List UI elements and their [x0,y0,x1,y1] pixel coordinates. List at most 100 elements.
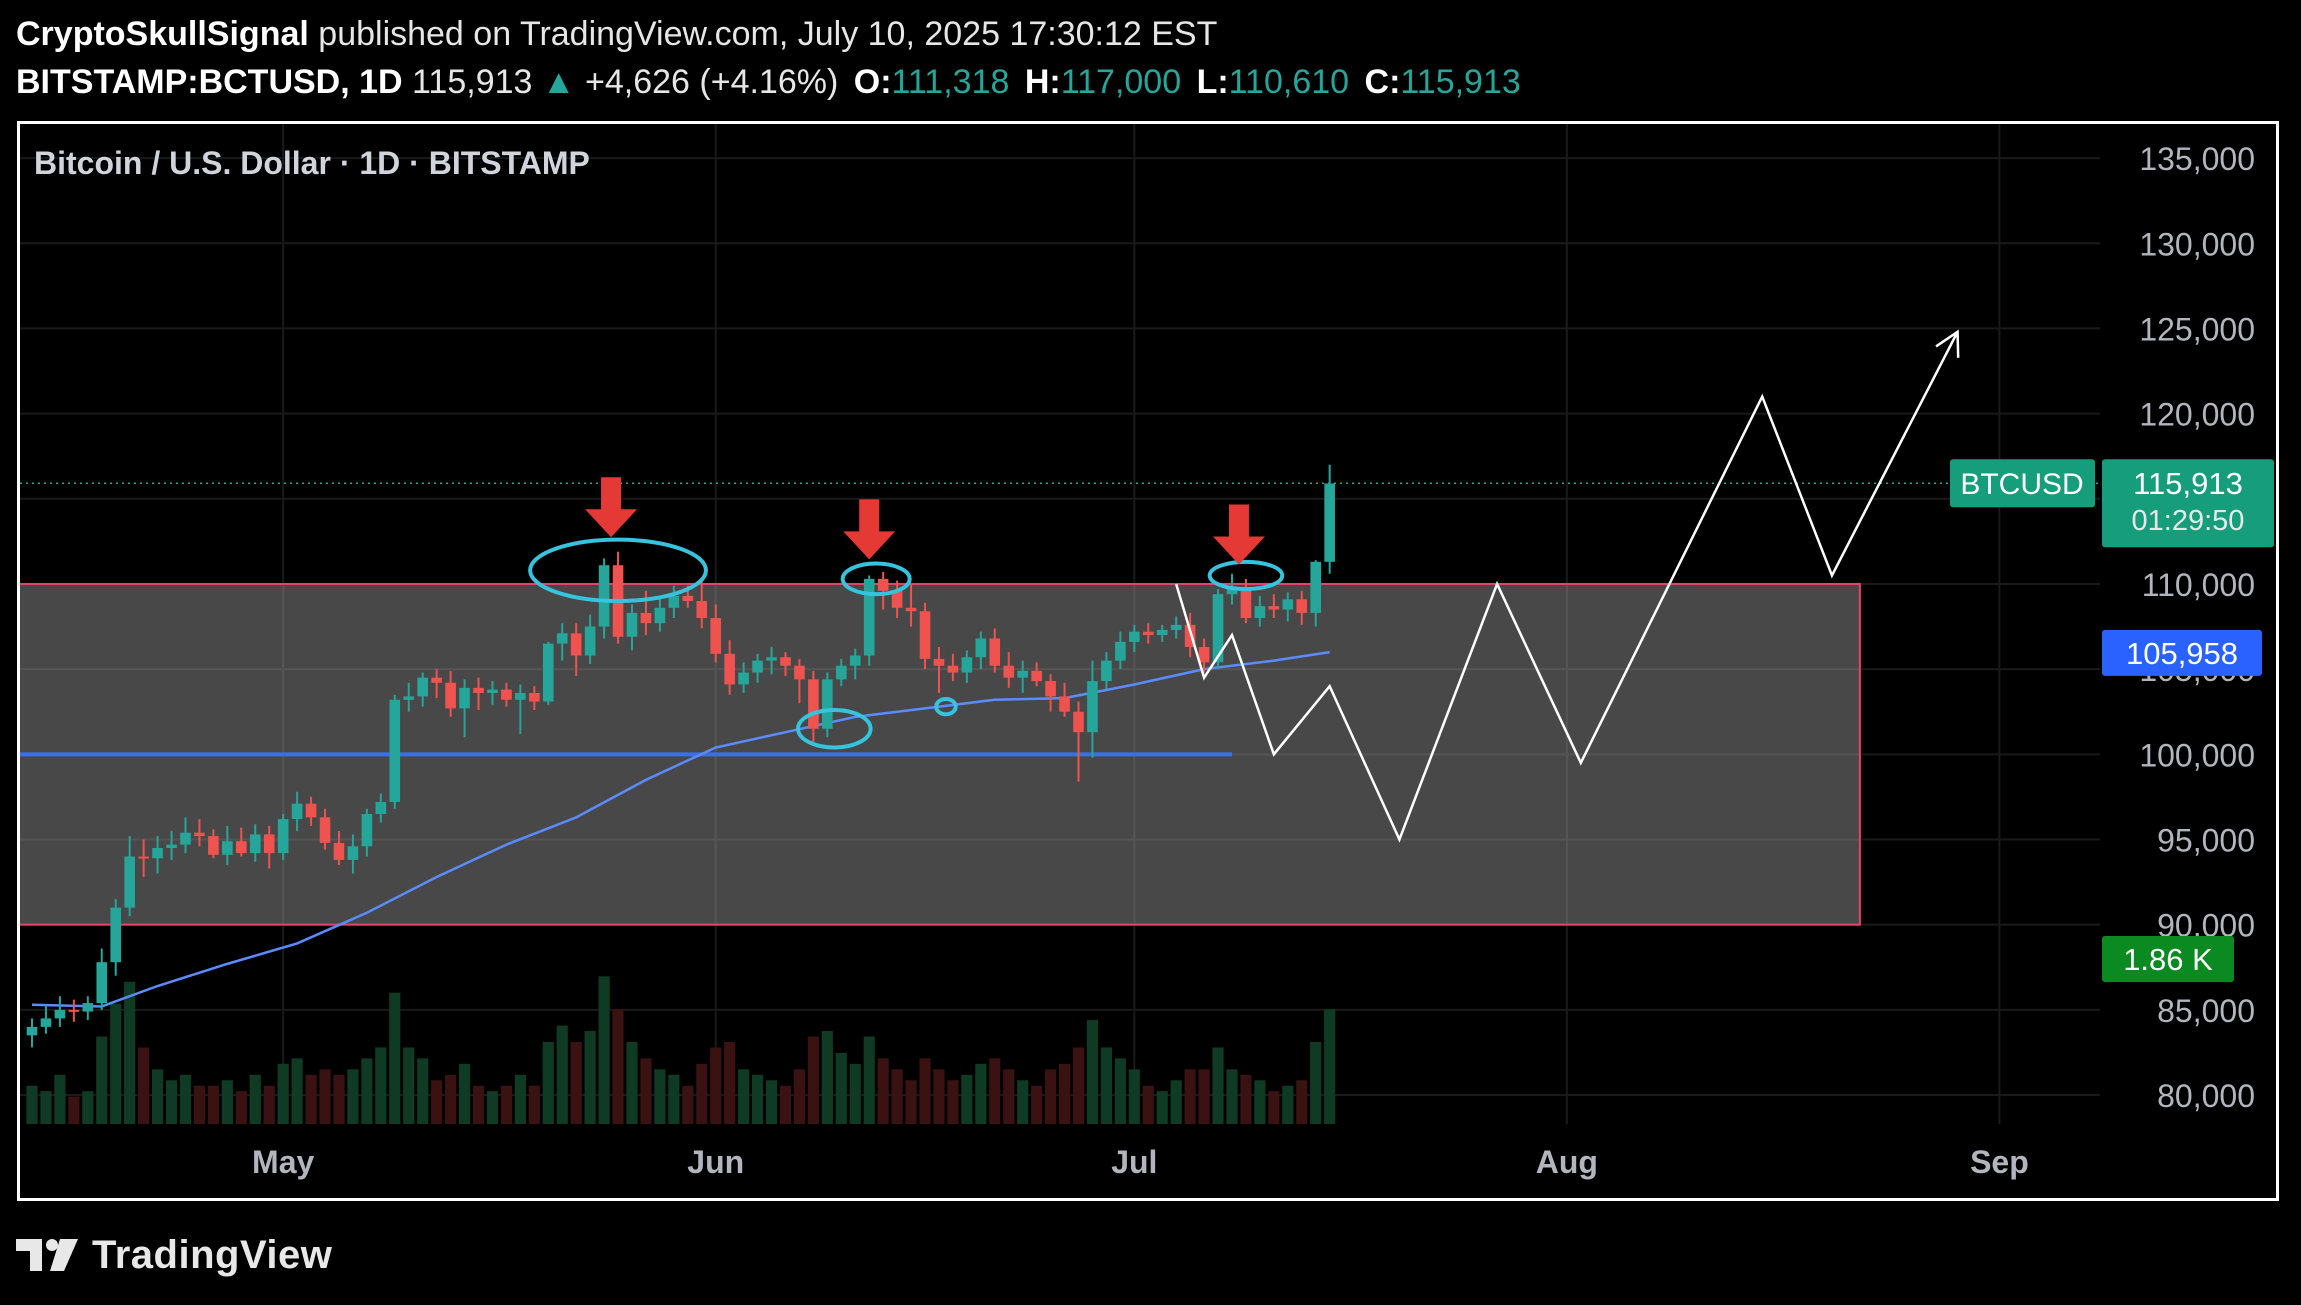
candle[interactable] [961,657,973,673]
down-arrow-icon[interactable] [1212,504,1265,565]
candle[interactable] [919,611,931,659]
candle[interactable] [445,682,456,709]
candle[interactable] [1156,629,1168,636]
candle[interactable] [347,846,359,860]
candle[interactable] [180,832,191,845]
candle[interactable] [389,699,401,803]
candle[interactable] [794,665,805,680]
annotation-circle[interactable] [840,561,912,597]
candle[interactable] [1310,561,1322,613]
annotation-circle[interactable] [934,696,958,717]
candle[interactable] [570,633,582,656]
candle[interactable] [710,618,722,654]
candle[interactable] [1324,483,1335,562]
ma-value-tag[interactable] [2102,629,2262,676]
candle[interactable] [26,1026,38,1036]
candle[interactable] [40,1018,52,1027]
candle[interactable] [96,962,108,1004]
candle[interactable] [1282,599,1294,610]
symbol-price-tag[interactable] [1950,459,2095,508]
candle[interactable] [1226,587,1238,595]
candle[interactable] [905,607,917,612]
candle[interactable] [975,638,987,658]
candle[interactable] [626,612,638,637]
candle[interactable] [724,653,735,685]
annotation-circle[interactable] [796,708,873,750]
candle[interactable] [1115,641,1126,661]
candle[interactable] [138,856,149,859]
candle[interactable] [417,677,428,697]
candle[interactable] [515,692,526,700]
candle[interactable] [640,612,652,624]
candle[interactable] [780,657,791,666]
candle[interactable] [989,638,1001,666]
candle[interactable] [1101,660,1112,682]
candle[interactable] [1170,624,1182,630]
candle[interactable] [1129,631,1140,642]
candle[interactable] [263,834,275,854]
candle[interactable] [738,672,749,685]
candle[interactable] [54,1009,66,1019]
candle[interactable] [1254,606,1266,619]
candle[interactable] [208,836,219,855]
candle[interactable] [542,643,554,702]
candle[interactable] [1017,670,1028,678]
candle[interactable] [1240,587,1252,619]
candle[interactable] [835,665,847,680]
candle[interactable] [1073,711,1084,733]
candle[interactable] [459,687,470,709]
candle[interactable] [110,907,122,963]
candle[interactable] [124,856,135,908]
candle[interactable] [598,565,610,627]
candle[interactable] [1003,665,1015,678]
moving-average-line[interactable] [31,650,1330,1008]
candle[interactable] [654,607,666,624]
annotation-circle[interactable] [1207,559,1285,592]
candle[interactable] [933,658,945,666]
candle[interactable] [82,1003,94,1012]
candle[interactable] [808,679,819,729]
candle[interactable] [235,841,247,854]
candle[interactable] [1031,670,1042,682]
chart-frame[interactable]: Bitcoin / U.S. Dollar · 1D · BITSTAMP 135… [17,121,2279,1201]
candle[interactable] [375,802,387,814]
candle[interactable] [822,679,833,729]
candle[interactable] [501,689,512,700]
candle[interactable] [1059,696,1070,712]
candle[interactable] [1142,631,1154,636]
candle[interactable] [487,689,498,693]
candle[interactable] [473,687,484,693]
candle[interactable] [249,834,261,854]
candle[interactable] [1087,681,1098,733]
candle[interactable] [947,665,959,673]
candle[interactable] [1268,606,1280,610]
price-chart[interactable]: Bitcoin / U.S. Dollar · 1D · BITSTAMP 135… [20,124,2276,1198]
candle[interactable] [194,832,205,837]
candle[interactable] [696,601,708,619]
annotation-circle[interactable] [528,537,708,604]
author-name[interactable]: CryptoSkullSignal [16,15,309,53]
candle[interactable] [849,655,861,666]
candle[interactable] [863,578,875,656]
candle[interactable] [431,677,442,683]
brand-name[interactable]: TradingView [92,1232,333,1277]
candle[interactable] [152,848,163,859]
candle[interactable] [877,578,889,591]
candle[interactable] [291,803,303,820]
last-price-tag[interactable] [2102,459,2274,548]
candle[interactable] [1045,681,1056,697]
candle[interactable] [222,841,233,855]
candle[interactable] [1184,624,1196,647]
candle[interactable] [319,817,331,843]
candle[interactable] [305,803,317,818]
candle[interactable] [529,692,540,702]
candle[interactable] [166,844,177,849]
candle[interactable] [752,660,763,673]
candle[interactable] [891,590,903,608]
down-arrow-icon[interactable] [585,477,638,538]
candle[interactable] [1296,599,1308,613]
projection-path[interactable] [1174,331,1959,843]
candle[interactable] [333,842,345,860]
candle[interactable] [277,819,289,854]
candle[interactable] [1198,646,1210,663]
